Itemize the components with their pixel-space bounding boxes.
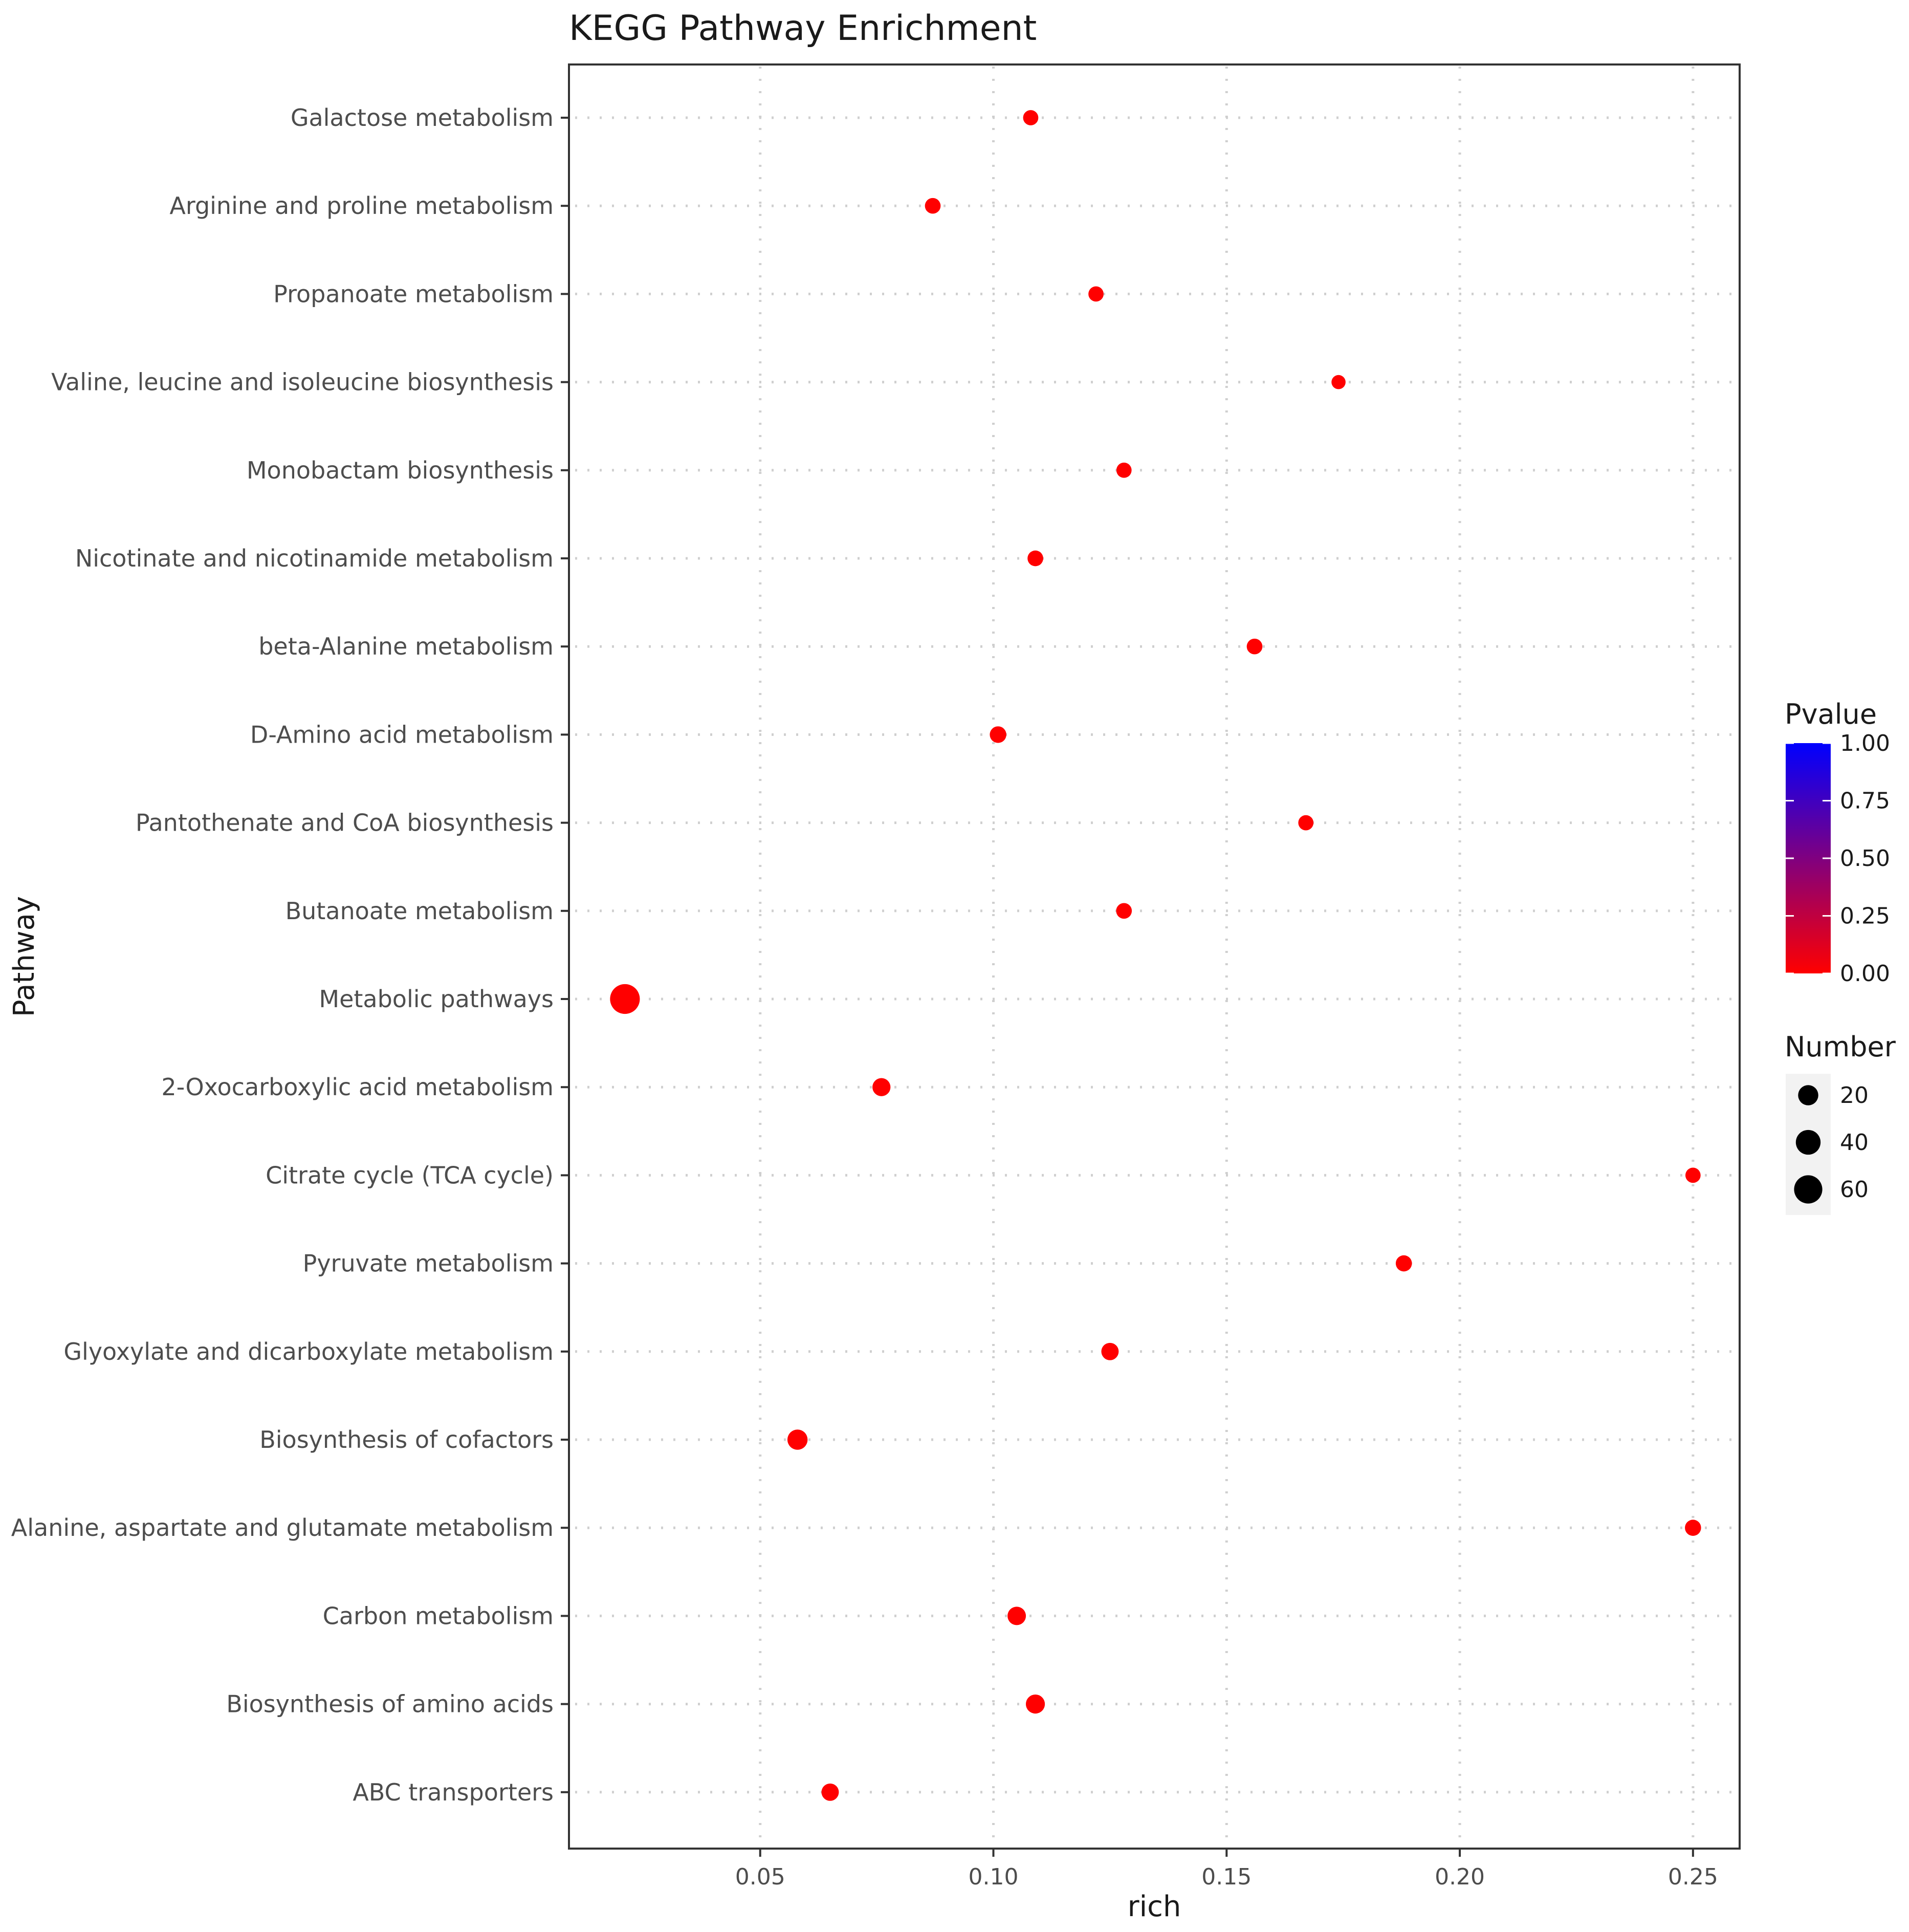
legend-number-key-label: 20 [1840, 1082, 1869, 1109]
y-tick-label-propanoate-metabolism: Propanoate metabolism [273, 280, 554, 308]
point-galactose-metabolism [1023, 110, 1039, 125]
points-layer [610, 110, 1701, 1801]
y-tick-label-d-amino-acid-metabolism: D-Amino acid metabolism [250, 721, 554, 748]
y-tick-label-glyoxylate-and-dicarboxylate-metabolism: Glyoxylate and dicarboxylate metabolism [63, 1338, 554, 1365]
x-tick-label: 0.10 [969, 1864, 1019, 1890]
legend-number-key-60 [1794, 1175, 1823, 1204]
y-tick-label-nicotinate-and-nicotinamide-metabolism: Nicotinate and nicotinamide metabolism [75, 545, 554, 572]
legend-pvalue-tick-label: 0.50 [1840, 845, 1890, 872]
point-pyruvate-metabolism [1395, 1255, 1412, 1272]
legend-pvalue-tick-label: 0.75 [1840, 788, 1890, 814]
point-arginine-and-proline-metabolism [925, 198, 941, 214]
x-tick-label: 0.25 [1668, 1864, 1718, 1890]
legend-pvalue-tick-label: 0.00 [1840, 961, 1890, 987]
y-tick-label-valine-leucine-and-isoleucine-biosynthesis: Valine, leucine and isoleucine biosynthe… [51, 368, 554, 396]
y-tick-label-pantothenate-and-coa-biosynthesis: Pantothenate and CoA biosynthesis [136, 809, 554, 837]
point-citrate-cycle-tca-cycle [1685, 1167, 1701, 1183]
y-tick-label-arginine-and-proline-metabolism: Arginine and proline metabolism [169, 192, 554, 220]
x-tick-label: 0.15 [1201, 1864, 1252, 1890]
legend-pvalue-title: Pvalue [1785, 698, 1877, 730]
y-tick-label-alanine-aspartate-and-glutamate-metabolism: Alanine, aspartate and glutamate metabol… [11, 1514, 554, 1542]
grid-layer [575, 67, 1738, 1847]
legend-number-key-label: 60 [1840, 1177, 1869, 1203]
y-tick-label-biosynthesis-of-amino-acids: Biosynthesis of amino acids [226, 1690, 554, 1718]
point-metabolic-pathways [610, 984, 640, 1014]
point-biosynthesis-of-cofactors [787, 1429, 808, 1450]
chart-title: KEGG Pathway Enrichment [569, 8, 1037, 49]
point-biosynthesis-of-amino-acids [1025, 1695, 1045, 1714]
point-beta-alanine-metabolism [1246, 638, 1263, 655]
y-tick-label-galactose-metabolism: Galactose metabolism [291, 104, 554, 132]
legend-pvalue-tick-label: 1.00 [1840, 730, 1890, 756]
x-tick-label: 0.05 [735, 1864, 785, 1890]
x-axis-title: rich [1128, 1890, 1181, 1923]
y-tick-label-pyruvate-metabolism: Pyruvate metabolism [303, 1250, 554, 1277]
point-butanoate-metabolism [1116, 903, 1132, 919]
point-2-oxocarboxylic-acid-metabolism [872, 1078, 891, 1096]
legend-number: Number 20 40 60 [1785, 1031, 1896, 1215]
point-monobactam-biosynthesis [1116, 462, 1132, 478]
point-d-amino-acid-metabolism [990, 726, 1006, 743]
y-axis: Galactose metabolism Arginine and proline… [11, 104, 569, 1806]
point-glyoxylate-and-dicarboxylate-metabolism [1101, 1342, 1119, 1360]
y-tick-label-citrate-cycle-tca-cycle: Citrate cycle (TCA cycle) [266, 1161, 554, 1189]
x-axis: 0.05 0.10 0.15 0.20 0.25 [735, 1849, 1718, 1890]
point-carbon-metabolism [1007, 1607, 1026, 1625]
point-pantothenate-and-coa-biosynthesis [1298, 815, 1314, 831]
plot-panel-border [568, 63, 1741, 1850]
legend-number-key-40 [1795, 1130, 1821, 1155]
legend-number-title: Number [1785, 1031, 1896, 1063]
legend-pvalue-ticks: 1.00 0.75 0.50 0.25 0.00 [1786, 730, 1890, 987]
y-tick-label-monobactam-biosynthesis: Monobactam biosynthesis [247, 457, 554, 484]
legend-pvalue: Pvalue 1.00 0.75 0.50 0.25 0.00 [1785, 698, 1890, 987]
x-tick-label: 0.20 [1435, 1864, 1485, 1890]
y-tick-label-abc-transporters: ABC transporters [353, 1778, 554, 1806]
legend-pvalue-tick-label: 0.25 [1840, 903, 1890, 929]
y-tick-label-butanoate-metabolism: Butanoate metabolism [286, 897, 554, 925]
y-tick-label-beta-alanine-metabolism: beta-Alanine metabolism [258, 633, 554, 660]
y-axis-title: Pathway [8, 896, 41, 1017]
y-tick-label-metabolic-pathways: Metabolic pathways [319, 985, 554, 1013]
y-tick-label-2-oxocarboxylic-acid-metabolism: 2-Oxocarboxylic acid metabolism [161, 1073, 554, 1101]
point-nicotinate-and-nicotinamide-metabolism [1027, 550, 1043, 567]
point-alanine-aspartate-and-glutamate-metabolism [1685, 1519, 1701, 1536]
point-abc-transporters [821, 1783, 839, 1801]
legend-number-key-label: 40 [1840, 1130, 1869, 1156]
y-tick-label-carbon-metabolism: Carbon metabolism [323, 1602, 554, 1630]
point-valine-leucine-and-isoleucine-biosynthesis [1331, 375, 1346, 389]
y-tick-label-biosynthesis-of-cofactors: Biosynthesis of cofactors [259, 1426, 554, 1453]
legend-number-keys: 20 40 60 [1794, 1082, 1869, 1204]
point-propanoate-metabolism [1088, 286, 1104, 302]
legend-number-key-20 [1798, 1085, 1818, 1105]
